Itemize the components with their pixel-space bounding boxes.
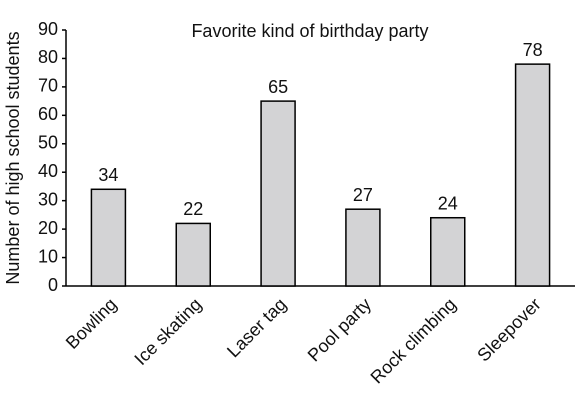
value-label: 22 — [183, 199, 203, 219]
x-tick-label: Bowling — [62, 294, 121, 353]
y-tick-label: 0 — [48, 275, 58, 295]
bar — [175, 222, 211, 287]
bar — [90, 188, 127, 287]
x-tick-label: Sleepover — [473, 294, 544, 365]
bar — [260, 100, 296, 287]
y-tick-label: 60 — [38, 104, 58, 124]
chart-title: Favorite kind of birthday party — [191, 21, 428, 41]
x-tick-label: Ice skating — [130, 294, 205, 369]
y-axis-label: Number of high school students — [3, 31, 23, 284]
value-label: 24 — [438, 193, 458, 213]
x-tick-label: Laser tag — [223, 294, 290, 361]
y-tick-label: 30 — [38, 189, 58, 209]
bar — [430, 216, 466, 287]
y-tick-label: 10 — [38, 246, 58, 266]
x-tick-label: Pool party — [304, 294, 375, 365]
y-tick-label: 20 — [38, 218, 58, 238]
y-tick-label: 50 — [38, 133, 58, 153]
bar — [514, 63, 551, 287]
value-label: 65 — [268, 77, 288, 97]
value-label: 34 — [98, 165, 118, 185]
y-tick-label: 70 — [38, 76, 58, 96]
y-tick-label: 40 — [38, 161, 58, 181]
bar — [345, 208, 381, 287]
value-label: 27 — [353, 185, 373, 205]
x-tick-label: Rock climbing — [367, 294, 460, 387]
y-tick-label: 80 — [38, 47, 58, 67]
y-tick-label: 90 — [38, 19, 58, 39]
value-label: 78 — [523, 40, 543, 60]
